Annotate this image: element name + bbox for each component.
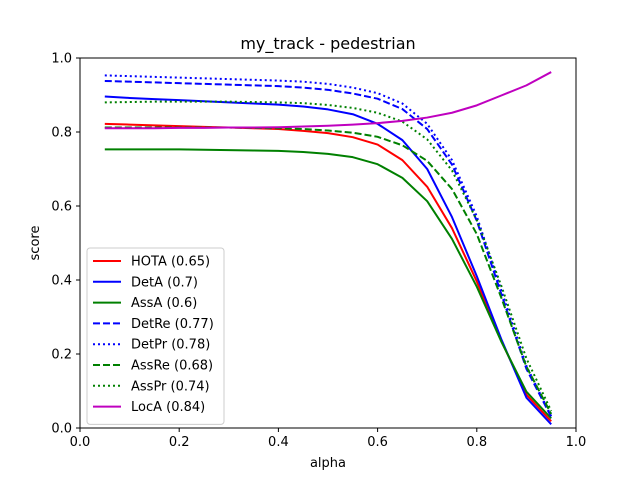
series-line-1 (104, 122, 552, 423)
y-axis: 0.0 0.2 0.4 0.6 0.8 1.0 (51, 52, 80, 437)
y-axis-label: score (28, 226, 43, 261)
legend-label: DetPr (0.78) (131, 338, 210, 353)
series-line-4 (104, 79, 553, 418)
y-tick-label: 0.2 (51, 348, 72, 363)
legend-box (86, 247, 225, 425)
legend-label: HOTA (0.65) (131, 255, 210, 270)
x-tick-label: 1.0 (566, 435, 587, 450)
x-tick-label: 0.6 (367, 435, 388, 450)
y-tick-label: 0.4 (51, 274, 72, 289)
x-tick-label: 0.4 (268, 435, 289, 450)
series-line-2 (104, 95, 552, 425)
legend-label: AssRe (0.68) (131, 359, 213, 374)
series-line-7 (104, 100, 553, 412)
legend-label: AssPr (0.74) (131, 379, 210, 394)
x-axis-label: alpha (310, 456, 346, 471)
x-tick-label: 0.0 (70, 435, 91, 450)
x-tick-label: 0.8 (466, 435, 487, 450)
legend: HOTA (0.65) DetA (0.7) AssA (0.6) DetRe (0.… (86, 247, 225, 425)
x-tick-label: 0.2 (169, 435, 190, 450)
series-layer (104, 71, 553, 425)
y-tick-label: 0.6 (51, 200, 72, 215)
legend-label: LocA (0.84) (131, 400, 205, 415)
series-line-3 (104, 148, 552, 420)
y-tick-label: 0.0 (51, 422, 72, 437)
y-tick-label: 1.0 (51, 52, 72, 67)
legend-label: DetRe (0.77) (131, 317, 214, 332)
x-axis: 0.0 0.2 0.4 0.6 0.8 1.0 (70, 428, 587, 450)
legend-label: DetA (0.7) (131, 275, 198, 290)
series-line-8 (104, 71, 552, 130)
plot-frame (79, 57, 577, 429)
y-tick-label: 0.8 (51, 126, 72, 141)
chart-title: my_track - pedestrian (240, 34, 415, 54)
legend-label: AssA (0.6) (131, 296, 197, 311)
